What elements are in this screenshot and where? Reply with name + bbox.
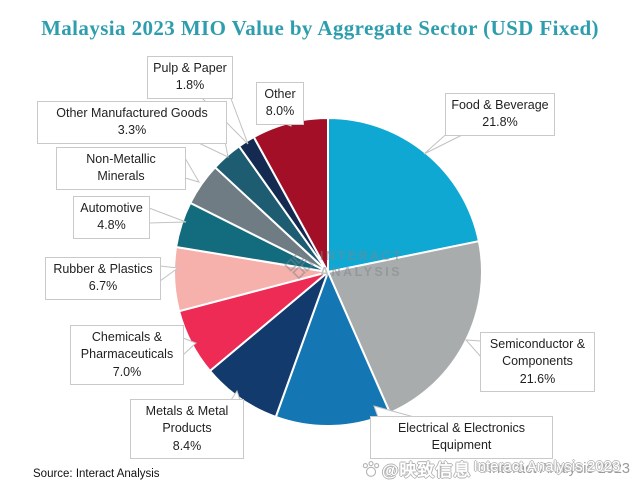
callout-pointer [464, 339, 482, 359]
callout-label: Pulp & Paper [153, 61, 227, 75]
callout-value: 6.7% [88, 279, 118, 294]
watermark-cn-text: @映致信息 [381, 461, 472, 480]
callout-value: 8.4% [172, 438, 202, 453]
callout-label: Food & Beverage [451, 98, 549, 112]
callout-rubber-plastics: Rubber & Plastics 6.7% [45, 257, 161, 300]
source-note: Source: Interact Analysis [33, 468, 160, 480]
callout-electrical-electronics-equipment: Electrical & Electronics Equipment [370, 416, 553, 459]
callout-semiconductor-components: Semiconductor & Components 21.6% [480, 332, 595, 392]
page-title: Malaysia 2023 MIO Value by Aggregate Sec… [41, 16, 599, 40]
callout-pulp-paper: Pulp & Paper 1.8% [147, 56, 233, 99]
callout-food-beverage: Food & Beverage 21.8% [445, 93, 555, 136]
callout-label: Non-Metallic Minerals [86, 152, 156, 184]
callout-pointer [184, 156, 201, 183]
callout-value: 7.0% [112, 364, 142, 379]
callout-pointer [148, 207, 187, 224]
callout-value: 21.6% [519, 371, 556, 386]
pie-slice-semiconductor-components [327, 240, 483, 414]
callout-label: Electrical & Electronics Equipment [397, 421, 526, 453]
paw-watermark-icon [362, 460, 380, 477]
callout-value: 8.0% [265, 104, 295, 119]
callout-value: 3.3% [117, 123, 147, 138]
bottom-watermark: @映致信息 ©Interact Analysis 2023 Interact A… [362, 456, 630, 481]
callout-metals-metal-products: Metals & Metal Products 8.4% [130, 399, 244, 459]
callout-chemicals-pharmaceuticals: Chemicals & Pharmaceuticals 7.0% [70, 325, 184, 385]
callout-value: 1.8% [175, 78, 205, 93]
callout-other-manufactured-goods: Other Manufactured Goods 3.3% [37, 101, 227, 144]
watermark-copyright-text: ©Interact Analysis 2023 [477, 460, 630, 477]
callout-non-metallic-minerals: Non-Metallic Minerals [56, 147, 186, 190]
callout-label: Semiconductor & Components [489, 337, 586, 369]
watermark-copyright-overlay: Interact Analysis 2023 [473, 457, 621, 475]
callout-label: Other Manufactured Goods [56, 106, 208, 120]
callout-value: 4.8% [97, 218, 126, 233]
callout-label: Rubber & Plastics [53, 262, 153, 276]
callout-other: Other 8.0% [256, 82, 304, 125]
callout-label: Chemicals & Pharmaceuticals [80, 330, 174, 362]
callout-value: 21.8% [482, 115, 518, 130]
callout-automotive: Automotive 4.8% [73, 196, 150, 239]
callout-label: Other [264, 87, 296, 101]
callout-label: Automotive [80, 201, 143, 215]
callout-label: Metals & Metal Products [145, 404, 229, 436]
